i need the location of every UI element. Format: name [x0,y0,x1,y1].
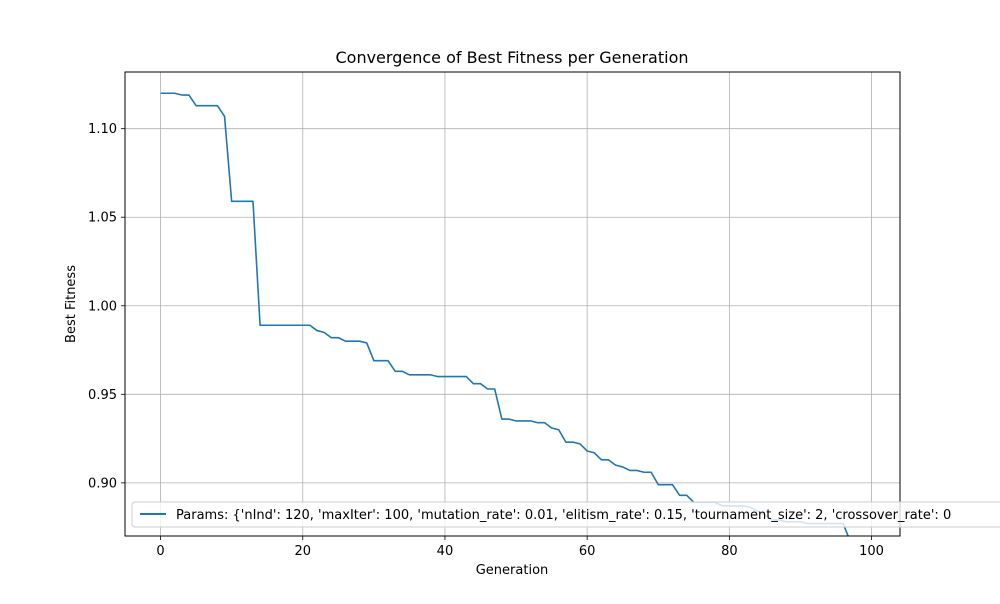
x-tick-label: 80 [721,544,738,559]
grid [125,72,900,536]
y-tick-label: 0.90 [88,476,117,491]
ticks: 0 20 40 60 80 100 0.90 0.95 1.00 1.05 1.10 [88,122,884,559]
y-tick-label: 1.05 [88,211,117,226]
legend: Params: {'nInd': 120, 'maxIter': 100, 'm… [131,501,1000,528]
x-tick-label: 0 [156,544,164,559]
x-tick-label: 20 [294,544,311,559]
legend-label: Params: {'nInd': 120, 'maxIter': 100, 'm… [176,508,951,523]
x-axis-label: Generation [476,563,549,578]
y-tick-label: 1.10 [88,122,117,137]
y-axis-label: Best Fitness [64,265,79,343]
x-tick-label: 40 [437,544,454,559]
x-tick-label: 60 [579,544,596,559]
y-tick-label: 1.00 [88,299,117,314]
y-tick-label: 0.95 [88,388,117,403]
x-tick-label: 100 [859,544,884,559]
legend-box [131,501,1000,528]
plot-frame [124,71,901,537]
chart-title: Convergence of Best Fitness per Generati… [335,48,688,67]
